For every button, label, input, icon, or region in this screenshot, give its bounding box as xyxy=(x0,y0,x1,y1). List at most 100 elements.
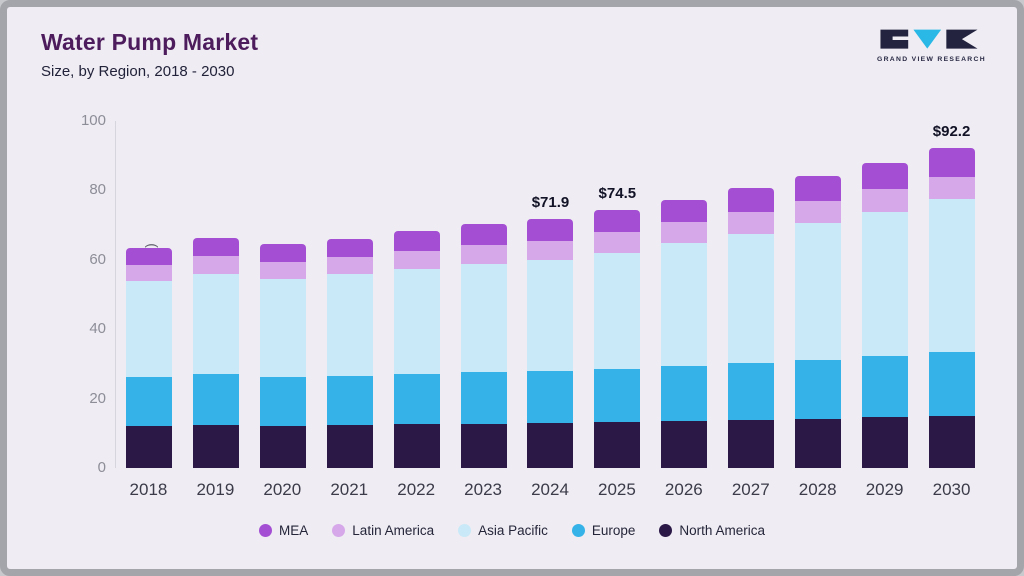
bar-column-2018 xyxy=(126,121,173,468)
bar-column-2022 xyxy=(393,121,440,468)
bar-column-2027 xyxy=(728,121,775,468)
bar-segment-asia-pacific xyxy=(460,264,507,373)
legend-label: Europe xyxy=(591,523,636,538)
chart-header: Water Pump Market Size, by Region, 2018 … xyxy=(41,29,258,80)
bar-stack xyxy=(126,247,173,468)
bar-segment-asia-pacific xyxy=(193,273,240,374)
chart-legend: MEA Latin America Asia Pacific Europe North … xyxy=(7,523,1017,538)
y-tick-label: 20 xyxy=(89,389,106,407)
bar-stack xyxy=(326,238,373,468)
bar-segment-europe xyxy=(393,374,440,425)
bar-segment-latin-america xyxy=(393,250,440,270)
bar-stack xyxy=(460,224,507,468)
x-tick-label: 2028 xyxy=(798,480,837,499)
bar-segment-mea xyxy=(728,188,775,212)
bar-stack xyxy=(794,175,841,468)
bar-segment-asia-pacific xyxy=(661,243,708,367)
bar-segment-europe xyxy=(661,366,708,422)
logo-text: GRAND VIEW RESEARCH xyxy=(877,56,986,63)
legend-label: MEA xyxy=(279,523,309,538)
bar-column-2020 xyxy=(260,121,307,468)
bar-segment-europe xyxy=(193,373,240,426)
legend-item-asia-pacific: Asia Pacific xyxy=(458,523,548,538)
bar-column-2030: $92.2 xyxy=(928,121,975,468)
bar-segment-mea xyxy=(193,237,240,257)
y-tick-label: 40 xyxy=(89,320,106,338)
bar-segment-mea xyxy=(126,247,173,265)
bar-segment-mea xyxy=(594,209,641,233)
bar-segment-latin-america xyxy=(460,245,507,264)
bar-segment-europe xyxy=(260,377,307,426)
bar-segment-north-america xyxy=(460,423,507,468)
x-tick-label: 2024 xyxy=(531,480,569,499)
data-label: $71.9 xyxy=(531,193,570,211)
bar-segment-europe xyxy=(594,368,641,423)
bar-column-2019 xyxy=(193,121,240,468)
bar-segment-latin-america xyxy=(260,261,307,279)
legend-item-europe: Europe xyxy=(571,523,636,538)
y-tick-label: 0 xyxy=(97,459,106,476)
bar-segment-asia-pacific xyxy=(393,269,440,375)
x-axis-labels: 2018 2019 2020 2021 2022 2023 2024 2025 2026 2027… xyxy=(115,480,985,500)
bar-stack xyxy=(193,237,240,468)
bar-segment-north-america xyxy=(326,425,373,468)
bar-segment-mea xyxy=(527,218,574,241)
x-tick-label: 2027 xyxy=(731,480,770,499)
legend-item-mea: MEA xyxy=(259,523,308,538)
bar-segment-asia-pacific xyxy=(928,199,975,353)
bar-segment-europe xyxy=(460,372,507,424)
bar-segment-north-america xyxy=(728,420,775,468)
bar-segment-north-america xyxy=(861,417,908,468)
legend-label: Latin America xyxy=(352,523,435,538)
x-tick-label: 2021 xyxy=(330,480,369,499)
bar-stack xyxy=(861,162,908,468)
bar-segment-europe xyxy=(527,370,574,423)
bar-segment-europe xyxy=(794,359,841,419)
bar-segment-north-america xyxy=(260,425,307,468)
bar-column-2023 xyxy=(460,121,507,468)
bar-segment-latin-america xyxy=(928,176,975,200)
bar-segment-north-america xyxy=(661,421,708,468)
bar-segment-north-america xyxy=(193,425,240,468)
x-tick-label: 2030 xyxy=(932,480,971,499)
bar-stack xyxy=(260,243,307,468)
legend-swatch-north-america xyxy=(659,524,673,537)
x-tick-label: 2029 xyxy=(865,480,904,499)
bar-segment-europe xyxy=(928,352,975,416)
bar-segment-europe xyxy=(126,377,173,427)
bar-segment-europe xyxy=(326,376,373,426)
bar-segment-north-america xyxy=(126,426,173,468)
bar-segment-latin-america xyxy=(861,188,908,212)
bar-segment-latin-america xyxy=(193,256,240,274)
x-tick-label: 2019 xyxy=(196,480,235,499)
bar-segment-europe xyxy=(861,356,908,418)
legend-label: Asia Pacific xyxy=(478,523,548,538)
legend-swatch-europe xyxy=(571,524,585,537)
bar-stack xyxy=(594,209,641,468)
bar-column-2024: $71.9 xyxy=(527,121,574,468)
legend-item-latin-america: Latin America xyxy=(332,523,434,538)
bar-segment-mea xyxy=(260,243,307,262)
bar-stack xyxy=(661,199,708,468)
bar-segment-latin-america xyxy=(527,240,574,260)
bar-segment-europe xyxy=(728,363,775,421)
page-title: Water Pump Market xyxy=(41,29,259,55)
bar-segment-latin-america xyxy=(126,264,173,281)
gvr-logo-icon xyxy=(880,29,978,49)
bar-segment-asia-pacific xyxy=(260,278,307,378)
bar-column-2025: $74.5 xyxy=(594,121,641,468)
bar-segment-latin-america xyxy=(326,256,373,275)
y-tick-label: 60 xyxy=(89,250,106,268)
plot-bars: $71.9 $74.5 $92.2 xyxy=(116,121,985,468)
bar-column-2028 xyxy=(794,121,841,468)
bar-stack xyxy=(393,231,440,468)
x-tick-label: 2020 xyxy=(263,480,302,499)
bar-column-2029 xyxy=(861,121,908,468)
bar-segment-asia-pacific xyxy=(794,223,841,360)
page-subtitle: Size, by Region, 2018 - 2030 xyxy=(41,63,235,80)
bar-segment-north-america xyxy=(928,415,975,468)
bar-segment-latin-america xyxy=(794,200,841,224)
